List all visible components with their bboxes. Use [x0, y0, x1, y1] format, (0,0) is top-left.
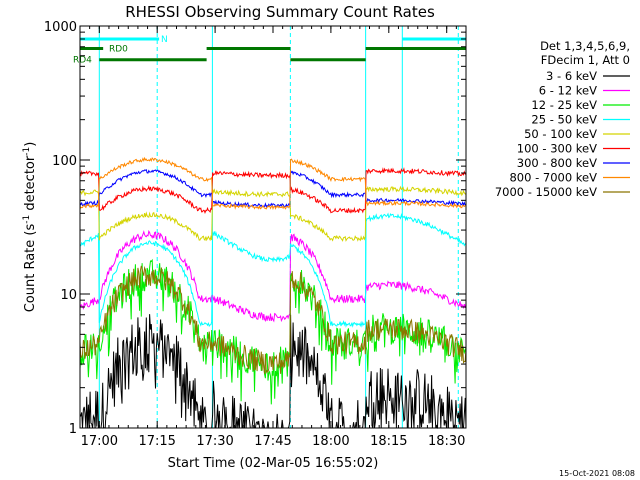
y-tick-label-0: 1 [69, 422, 77, 437]
legend-label-0: 3 - 6 keV [546, 69, 597, 83]
y-axis-ticks: 1 10 100 1000 [44, 20, 466, 437]
series-line-4 [79, 185, 467, 242]
legend-header-decimation: FDecim 1, Att 0 [541, 53, 630, 67]
plot-area: N RD0 RD4 17:00 17:15 17:30 17:45 18:00 18:15 18… [44, 20, 467, 449]
legend-label-3: 25 - 50 keV [531, 113, 597, 127]
x-tick-label-0: 17:00 [81, 434, 118, 449]
legend-label-4: 50 - 100 keV [524, 127, 597, 141]
flag-label-n: N [161, 35, 168, 45]
generation-timestamp: 15-Oct-2021 08:08 [559, 469, 635, 478]
x-axis-ticks: 17:00 17:15 17:30 17:45 18:00 18:15 18:30 [79, 26, 467, 449]
series-line-7 [79, 156, 467, 211]
legend-label-8: 7000 - 15000 keV [495, 185, 597, 199]
legend-label-6: 300 - 800 keV [517, 156, 597, 170]
series-lines [79, 156, 467, 430]
series-line-5 [79, 167, 467, 214]
legend-label-2: 12 - 25 keV [531, 98, 597, 112]
flag-bars: N RD0 RD4 [73, 35, 466, 66]
series-line-3 [79, 212, 467, 328]
legend: Det 1,3,4,5,6,9, FDecim 1, Att 0 3 - 6 k… [495, 39, 630, 199]
chart-title: RHESSI Observing Summary Count Rates [125, 3, 435, 21]
series-line-8 [79, 265, 467, 375]
x-axis-label: Start Time (02-Mar-05 16:55:02) [168, 456, 379, 471]
series-line-1 [79, 229, 467, 323]
legend-label-7: 800 - 7000 keV [509, 171, 597, 185]
x-tick-label-6: 18:30 [428, 434, 465, 449]
x-tick-label-3: 17:45 [254, 434, 291, 449]
y-tick-label-1: 10 [60, 288, 77, 303]
flag-label-rd4: RD4 [73, 56, 92, 66]
legend-header-detectors: Det 1,3,4,5,6,9, [540, 39, 630, 53]
y-tick-label-3: 1000 [44, 20, 77, 35]
series-line-6 [79, 169, 467, 208]
flag-label-rd0: RD0 [109, 44, 128, 54]
x-tick-label-5: 18:15 [370, 434, 407, 449]
legend-label-5: 100 - 300 keV [517, 142, 597, 156]
legend-label-1: 6 - 12 keV [539, 84, 597, 98]
y-axis-label: Count Rate (s-1 detector-1) [22, 142, 38, 313]
x-tick-label-1: 17:15 [138, 434, 175, 449]
x-tick-label-2: 17:30 [196, 434, 233, 449]
y-tick-label-2: 100 [52, 154, 77, 169]
x-tick-label-4: 18:00 [312, 434, 349, 449]
